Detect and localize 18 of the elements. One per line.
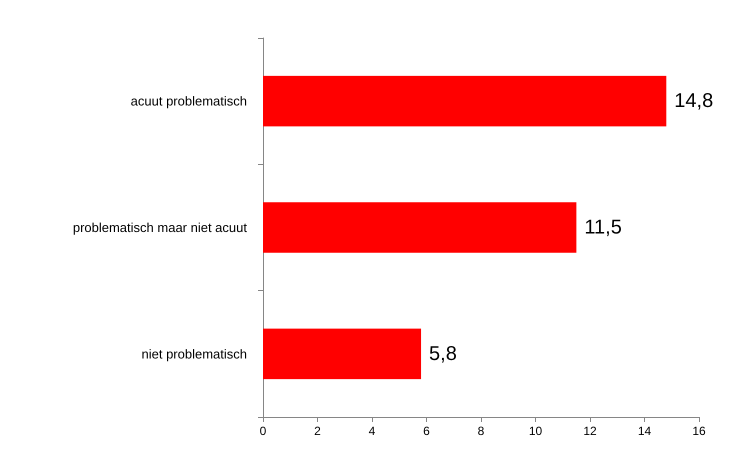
bar bbox=[263, 76, 666, 126]
bar bbox=[263, 202, 576, 253]
y-tick-label: problematisch maar niet acuut bbox=[72, 220, 248, 235]
bar bbox=[263, 328, 422, 380]
y-tick-label: niet problematisch bbox=[142, 346, 247, 362]
y-tick-label: acuut problematisch bbox=[130, 94, 247, 109]
x-tick-label: 8 bbox=[478, 424, 485, 438]
x-tick-label: 6 bbox=[423, 424, 430, 438]
x-tick-label: 0 bbox=[260, 424, 267, 438]
x-tick-label: 16 bbox=[692, 424, 706, 438]
data-label: 5,8 bbox=[429, 342, 457, 365]
x-tick-label: 12 bbox=[583, 424, 597, 438]
x-tick-label: 14 bbox=[638, 424, 652, 438]
data-label: 11,5 bbox=[584, 216, 622, 238]
x-tick-label: 10 bbox=[528, 424, 542, 438]
x-tick-label: 2 bbox=[314, 424, 322, 438]
data-label: 14,8 bbox=[674, 90, 714, 112]
x-tick-label: 4 bbox=[368, 424, 376, 438]
